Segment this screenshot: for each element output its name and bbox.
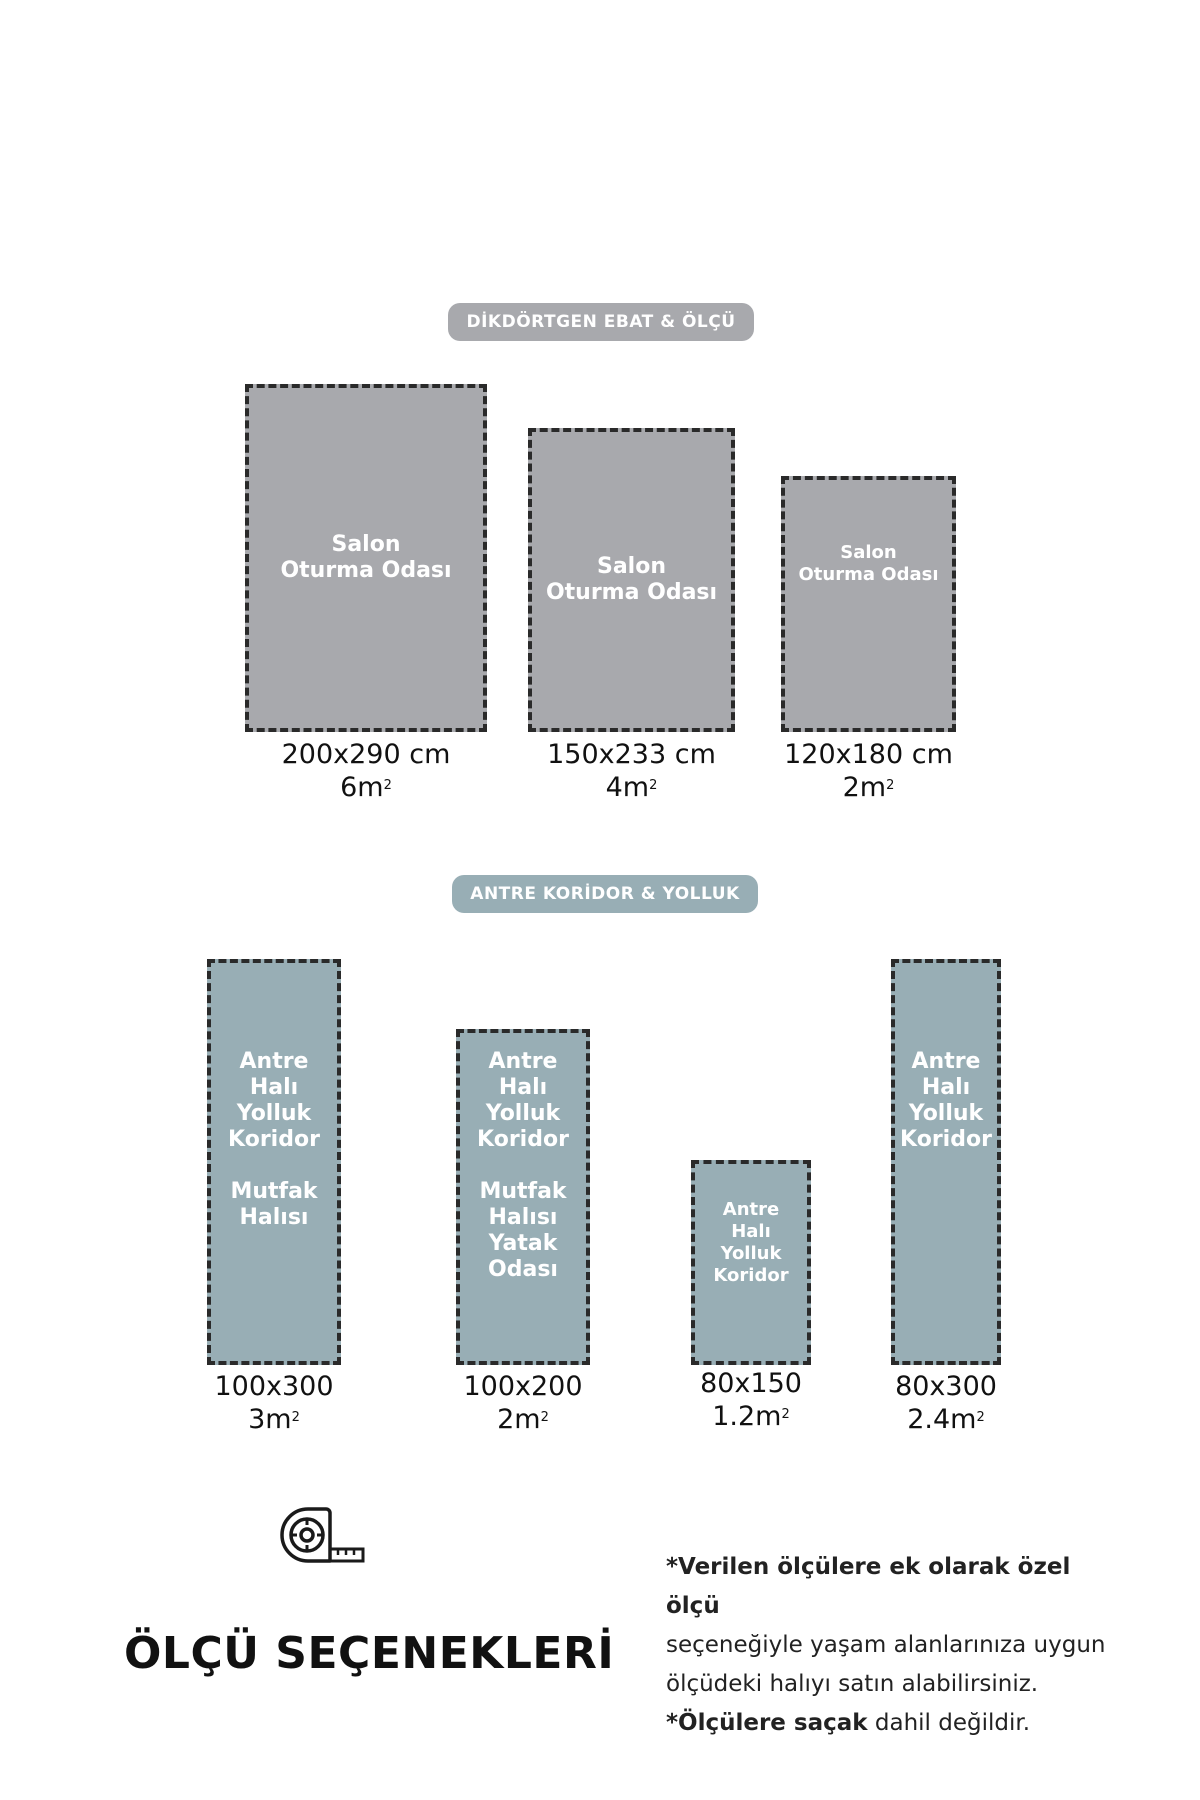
rug-label-group: Antre Halı Yolluk Koridor [477,1049,569,1153]
rug-size: 100x300 [214,1371,334,1402]
rug-corridor-100x300: Antre Halı Yolluk Koridor Mutfak Halısı [207,959,341,1365]
rug-size: 80x300 [895,1371,997,1402]
note-line: *Verilen ölçülere ek olarak özel ölçü [666,1554,1071,1619]
rug-label-line: Yolluk [720,1243,782,1264]
rug-dimensions: 100x200 2m2 [436,1370,610,1436]
rug-dimensions: 120x180 cm 2m2 [771,738,966,804]
rug-label-line: Oturma Odası [280,558,452,583]
rug-label-line: Salon [840,542,897,563]
rug-dimensions: 80x150 1.2m2 [671,1367,831,1433]
note-line: ölçüdeki halıyı satın alabilirsiniz. [666,1671,1039,1697]
rug-corridor-100x200: Antre Halı Yolluk Koridor Mutfak Halısı … [456,1029,590,1365]
rug-size: 120x180 cm [784,739,953,770]
rug-dimensions: 200x290 cm 6m2 [245,738,487,804]
rug-label-line: Yatak [488,1231,558,1256]
corridor-size-heading: ANTRE KORİDOR & YOLLUK [452,875,758,913]
rug-label-line: Antre [488,1049,558,1074]
rug-area: 2m2 [842,772,895,803]
rug-label-line: Antre [911,1049,981,1074]
rug-label-line: Halı [498,1075,548,1100]
rug-label-line: Salon [596,554,666,579]
size-note: *Verilen ölçülere ek olarak özel ölçü se… [666,1548,1106,1743]
rug-label-line: Halı [249,1075,299,1100]
rug-label-group: Antre Halı Yolluk Koridor [900,1049,992,1153]
rug-area: 6m2 [340,772,392,803]
rug-label-group: Mutfak Halısı Yatak Odası [479,1179,566,1283]
rug-label-line: Yolluk [485,1101,561,1126]
rug-area: 2m2 [497,1404,549,1435]
rug-rect-120x180: Salon Oturma Odası [781,476,956,732]
rug-area: 2.4m2 [907,1404,985,1435]
rug-label-line: Oturma Odası [798,564,939,585]
rug-label-line: Halısı [488,1205,558,1230]
rug-label-line: Antre [722,1199,780,1220]
note-line: seçeneğiyle yaşam alanlarınıza uygun [666,1632,1106,1658]
rug-label-group: Antre Halı Yolluk Koridor [713,1199,788,1287]
rug-label-line: Halı [921,1075,971,1100]
rug-label-line: Koridor [228,1127,320,1152]
rectangular-size-heading: DİKDÖRTGEN EBAT & ÖLÇÜ [448,303,754,341]
rug-label-line: Antre [239,1049,309,1074]
rug-label-line: Oturma Odası [545,580,718,605]
page-title: ÖLÇÜ SEÇENEKLERİ [124,1628,615,1679]
rug-label-line: Mutfak [479,1179,567,1204]
rug-size: 80x150 [700,1368,802,1399]
rug-label-line: Odası [488,1257,558,1282]
rug-size: 100x200 [463,1371,583,1402]
rug-dimensions: 100x300 3m2 [187,1370,361,1436]
rug-rect-200x290: Salon Oturma Odası [245,384,487,732]
rug-label-line: Koridor [713,1265,789,1286]
rug-label-group: Antre Halı Yolluk Koridor [228,1049,320,1153]
rug-area: 3m2 [248,1404,300,1435]
rug-size: 150x233 cm [547,739,716,770]
note-line: *Ölçülere saçak dahil değildir. [666,1710,1031,1736]
rug-corridor-80x300: Antre Halı Yolluk Koridor [891,959,1001,1365]
rug-label-line: Koridor [477,1127,569,1152]
rug-dimensions: 80x300 2.4m2 [876,1370,1016,1436]
rug-label-line: Salon [331,532,401,557]
rug-area: 1.2m2 [712,1401,790,1432]
rug-label-line: Koridor [900,1127,992,1152]
rug-size: 200x290 cm [281,739,451,770]
rug-label-line: Yolluk [236,1101,312,1126]
rug-label-group: Mutfak Halısı [230,1179,317,1231]
measuring-tape-icon [280,1507,365,1563]
rug-corridor-80x150: Antre Halı Yolluk Koridor [691,1160,811,1365]
rug-label-line: Halı [731,1221,771,1242]
rug-dimensions: 150x233 cm 4m2 [528,738,735,804]
rug-label-line: Yolluk [908,1101,984,1126]
rug-label-line: Halısı [239,1205,309,1230]
rug-label-line: Mutfak [230,1179,318,1204]
rug-area: 4m2 [605,772,658,803]
rug-rect-150x233: Salon Oturma Odası [528,428,735,732]
